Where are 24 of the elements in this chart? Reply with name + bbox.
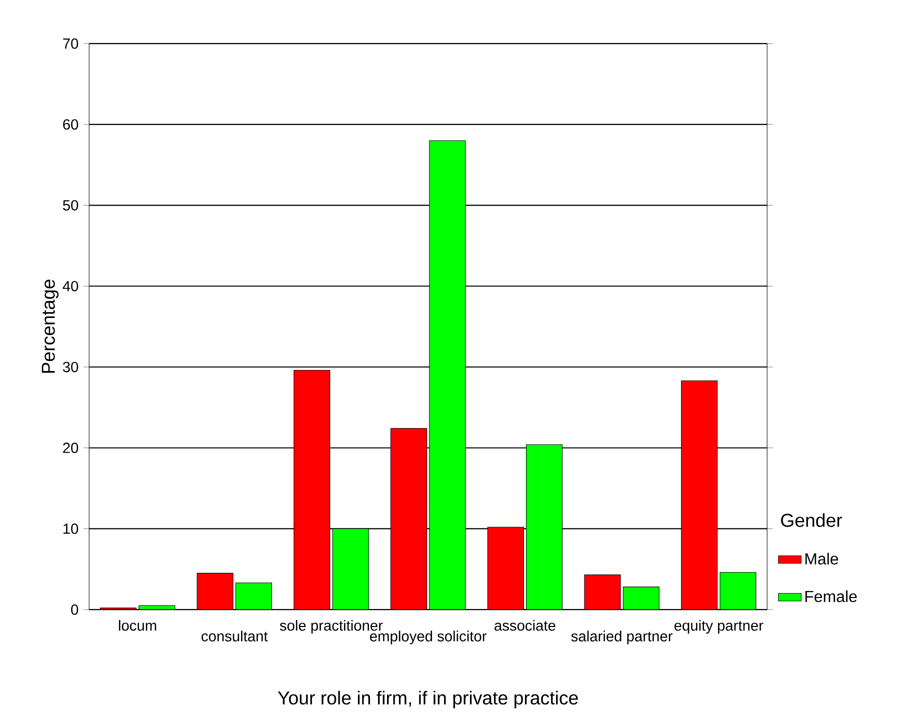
y-axis-title: Percentage: [42, 280, 59, 373]
y-tick-label: 0: [71, 604, 78, 615]
legend-title: Gender: [781, 513, 842, 527]
y-tick-label: 70: [63, 38, 78, 49]
y-tick-label: 50: [62, 200, 78, 210]
bar: [526, 444, 563, 610]
y-tick-label: 60: [63, 119, 78, 130]
bar: [332, 528, 369, 610]
bar: [429, 140, 466, 610]
x-axis-title: Your role in firm, if in private practice: [278, 690, 578, 708]
y-tick-label: 10: [64, 524, 78, 534]
legend-label: Female: [805, 590, 857, 602]
bar: [235, 582, 272, 610]
x-tick-label: consultant: [202, 630, 268, 642]
y-tick-label: 30: [62, 362, 78, 372]
x-tick-label: locum: [118, 620, 156, 631]
x-tick-label: associate: [494, 620, 556, 631]
legend-label: Male: [805, 552, 838, 565]
bar: [720, 572, 756, 610]
y-tick-label: 40: [62, 280, 78, 292]
y-tick-label: 20: [63, 442, 78, 454]
bar: [622, 586, 660, 610]
x-tick-label: salaried partner: [571, 630, 672, 644]
x-tick-label: equity partner: [674, 620, 764, 634]
